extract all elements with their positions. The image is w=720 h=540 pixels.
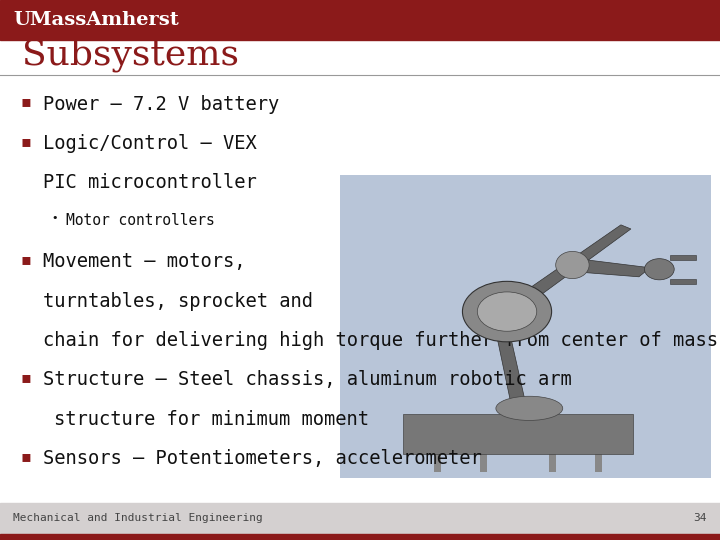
Text: ▪: ▪ (20, 134, 31, 149)
Bar (480, 452, 487, 472)
Text: 34: 34 (693, 513, 707, 523)
Bar (0, 503, 720, 540)
Polygon shape (500, 225, 631, 314)
Text: chain for delivering high torque further from center of mass: chain for delivering high torque further… (43, 331, 719, 350)
Bar (670, 279, 696, 284)
Ellipse shape (644, 259, 674, 280)
Text: Power – 7.2 V battery: Power – 7.2 V battery (43, 94, 279, 113)
Polygon shape (493, 318, 528, 411)
Text: Sensors – Potentiometers, accelerometer: Sensors – Potentiometers, accelerometer (43, 449, 482, 468)
Ellipse shape (496, 396, 563, 421)
Text: Logic/Control – VEX: Logic/Control – VEX (43, 134, 257, 153)
Text: Motor controllers: Motor controllers (66, 213, 215, 228)
Bar (434, 452, 441, 472)
Text: PIC microcontroller: PIC microcontroller (43, 173, 257, 192)
Text: Movement – motors,: Movement – motors, (43, 252, 246, 271)
Text: ▪: ▪ (20, 252, 31, 267)
Text: Mechanical and Industrial Engineering: Mechanical and Industrial Engineering (13, 513, 263, 523)
Text: structure for minimum moment: structure for minimum moment (54, 410, 369, 429)
Bar (670, 255, 696, 260)
Text: turntables, sprocket and: turntables, sprocket and (43, 292, 313, 310)
Bar (549, 452, 557, 472)
Text: Subsystems: Subsystems (22, 38, 238, 72)
Text: ▪: ▪ (20, 449, 31, 464)
Ellipse shape (556, 252, 589, 279)
Text: Structure – Steel chassis, aluminum robotic arm: Structure – Steel chassis, aluminum robo… (43, 370, 572, 389)
Text: UMassAmherst: UMassAmherst (13, 11, 179, 29)
Bar (0, 0, 720, 40)
Bar (0, 534, 720, 540)
Bar (595, 452, 603, 472)
Bar (340, 176, 711, 478)
Text: •: • (52, 213, 58, 223)
Text: ▪: ▪ (20, 94, 31, 110)
Ellipse shape (477, 292, 536, 331)
Bar (403, 414, 634, 454)
Ellipse shape (462, 281, 552, 342)
Text: ▪: ▪ (20, 370, 31, 386)
Polygon shape (566, 259, 650, 277)
